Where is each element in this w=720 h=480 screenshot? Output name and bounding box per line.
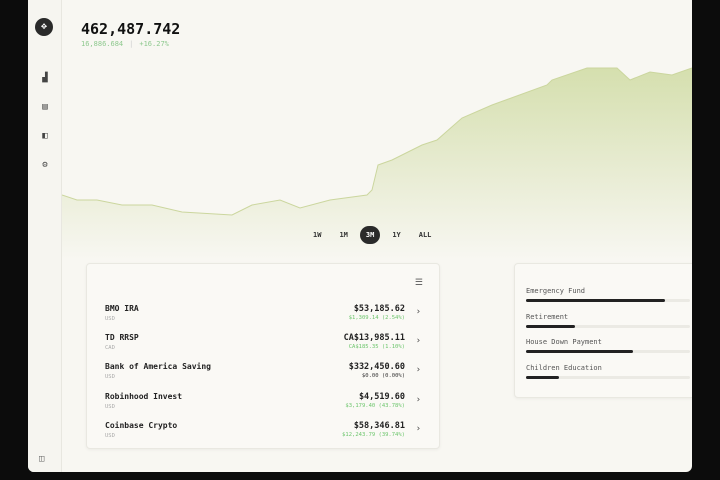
account-currency: USD [105, 316, 115, 322]
gear-icon[interactable]: ⚙ [42, 160, 48, 170]
account-change: CA$185.35 (1.10%) [348, 344, 405, 351]
account-currency: USD [105, 374, 115, 381]
app-window: ✥ ▟ ▤ ◧ ⚙ ◫ 462,487.742 16,886.684 | +16.2… [28, 0, 692, 472]
sidebar: ✥ ▟ ▤ ◧ ⚙ ◫ [28, 0, 62, 472]
period-1y[interactable]: 1Y [392, 231, 401, 239]
accounts-card: ☰ BMO IRA USD $53,185.62 $1,309.14 (2.54… [86, 263, 440, 449]
account-currency: CAD [105, 345, 115, 352]
bar-chart-icon[interactable]: ▟ [42, 73, 48, 83]
account-row[interactable]: BMO IRA USD $53,185.62 $1,309.14 (2.54%)… [105, 304, 421, 330]
chevron-right-icon[interactable]: › [415, 394, 421, 405]
goal-item: Children Education [526, 364, 690, 384]
portfolio-chart [62, 67, 692, 260]
period-1w[interactable]: 1W [313, 231, 322, 239]
goal-progress-fill [526, 299, 666, 302]
chevron-right-icon[interactable]: › [415, 423, 421, 434]
account-row[interactable]: TD RRSP CAD CA$13,985.11 CA$185.35 (1.10… [105, 333, 421, 359]
account-name: Robinhood Invest [105, 391, 183, 401]
period-3m[interactable]: 3M [359, 226, 381, 244]
account-change: $12,243.79 (39.74%) [342, 431, 405, 438]
account-balance: CA$13,985.11 [343, 333, 405, 344]
goal-progress-track [526, 324, 690, 328]
logo-icon[interactable]: ✥ [35, 18, 53, 36]
period-all[interactable]: ALL [418, 231, 432, 239]
goal-label: House Down Payment [526, 338, 602, 346]
goal-progress-track [526, 350, 690, 353]
account-balance: $58,346.81 [353, 420, 405, 431]
account-name: Coinbase Crypto [105, 420, 178, 430]
separator: | [129, 40, 134, 48]
card-icon[interactable]: ▤ [42, 102, 48, 112]
sidebar-toggle-icon[interactable]: ◫ [39, 454, 45, 464]
chevron-right-icon[interactable]: › [415, 336, 421, 347]
goal-progress-track [526, 375, 690, 379]
goal-item: House Down Payment [526, 338, 690, 358]
change-summary: 16,886.684 | +16.27% [81, 40, 169, 48]
menu-icon[interactable]: ☰ [414, 278, 423, 288]
goal-item: Emergency Fund [526, 287, 690, 307]
chart-area [62, 68, 692, 260]
chevron-right-icon[interactable]: › [415, 307, 421, 317]
account-change: $0.00 (0.00%) [361, 373, 405, 380]
goal-label: Retirement [526, 312, 569, 321]
period-1m[interactable]: 1M [339, 231, 348, 239]
total-value: 462,487.742 [81, 20, 181, 38]
goal-progress-fill [526, 350, 633, 353]
account-row[interactable]: Robinhood Invest USD $4,519.60 $3,179.40… [105, 392, 421, 418]
account-balance: $332,450.60 [348, 362, 405, 373]
account-row[interactable]: Bank of America Saving USD $332,450.60 $… [105, 362, 421, 388]
account-balance: $53,185.62 [353, 304, 405, 314]
goal-progress-fill [526, 324, 576, 328]
account-row[interactable]: Coinbase Crypto USD $58,346.81 $12,243.7… [105, 421, 421, 447]
goal-label: Children Education [526, 363, 602, 372]
chevron-right-icon[interactable]: › [415, 365, 421, 376]
account-currency: USD [105, 432, 115, 439]
change-percent: +16.27% [139, 40, 169, 48]
goal-progress-track [526, 299, 690, 302]
goal-item: Retirement [526, 313, 690, 333]
account-currency: USD [105, 403, 115, 410]
change-value: 16,886.684 [81, 40, 124, 48]
period-selector: 1W 1M 3M 1Y ALL [307, 226, 437, 244]
book-icon[interactable]: ◧ [42, 131, 48, 141]
account-name: TD RRSP [105, 333, 139, 343]
account-name: Bank of America Saving [105, 362, 211, 372]
account-change: $3,179.40 (43.78%) [345, 402, 405, 409]
account-balance: $4,519.60 [358, 391, 405, 402]
chart-line [62, 67, 692, 216]
goals-card: Emergency Fund Retirement House Down Pay… [514, 263, 692, 398]
main: 462,487.742 16,886.684 | +16.27% 1W 1M 3M … [62, 0, 692, 472]
account-change: $1,309.14 (2.54%) [348, 315, 405, 321]
goal-progress-fill [526, 375, 559, 379]
account-name: BMO IRA [105, 304, 139, 313]
goal-label: Emergency Fund [526, 287, 586, 295]
